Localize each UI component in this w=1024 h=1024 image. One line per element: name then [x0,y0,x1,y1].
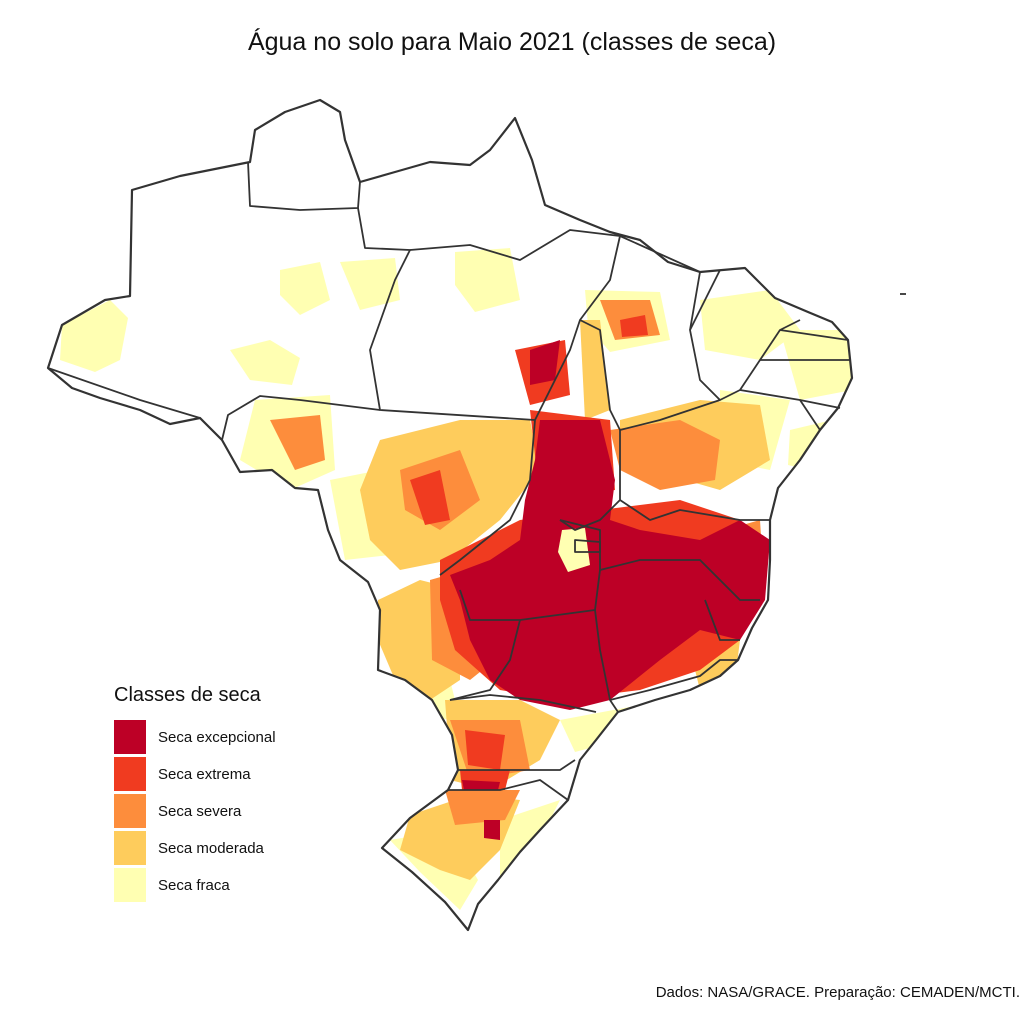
brazil-outline [46,98,854,932]
legend-label: Seca extrema [158,765,251,783]
legend-item-seca-excepcional: Seca excepcional [114,719,354,755]
data-source-caption: Dados: NASA/GRACE. Preparação: CEMADEN/M… [655,984,1020,1001]
light-pocket [558,528,590,572]
legend-item-seca-fraca: Seca fraca [114,867,354,903]
legend-label: Seca severa [158,802,242,820]
legend-item-seca-extrema: Seca extrema [114,756,354,792]
legend-swatch [114,868,146,902]
seca-excepcional-areas [450,340,770,840]
legend-label: Seca fraca [158,876,230,894]
legend-label: Seca excepcional [158,728,276,746]
drought-areas [60,248,852,910]
legend-item-seca-severa: Seca severa [114,793,354,829]
legend-swatch [114,794,146,828]
legend-swatch [114,831,146,865]
legend-swatch [114,720,146,754]
legend-swatch [114,757,146,791]
legend-item-seca-moderada: Seca moderada [114,830,354,866]
legend-title: Classes de seca [114,684,261,706]
map-title: Água no solo para Maio 2021 (classes de … [247,28,777,56]
legend-label: Seca moderada [158,839,264,857]
legend: Classes de seca Seca excepcional Seca ex… [114,684,354,904]
